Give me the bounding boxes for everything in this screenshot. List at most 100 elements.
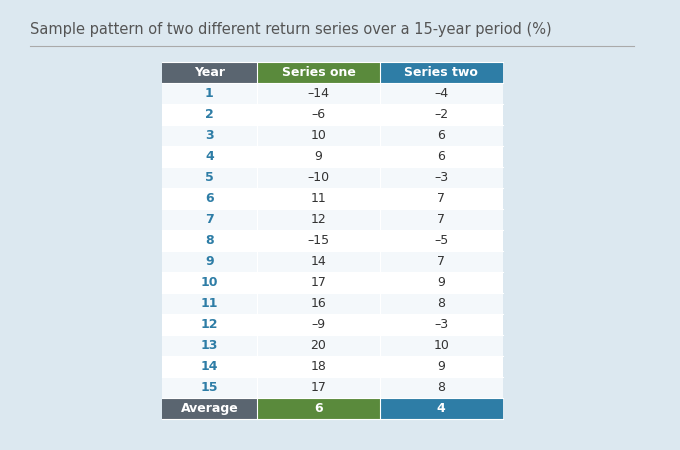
Bar [380,62,503,83]
Bar [257,104,380,125]
Text: 12: 12 [311,213,326,226]
Bar [162,230,257,251]
Text: 16: 16 [311,297,326,310]
Bar [380,146,503,167]
Text: –15: –15 [307,234,330,247]
Text: 9: 9 [437,276,445,289]
Text: 20: 20 [311,339,326,352]
Text: 1: 1 [205,87,214,99]
Bar [257,398,380,419]
Bar [162,335,257,356]
Text: 7: 7 [437,213,445,226]
Text: 12: 12 [201,318,218,331]
Bar [162,167,257,188]
Bar [380,356,503,377]
Text: –2: –2 [435,108,448,121]
Text: 10: 10 [433,339,449,352]
Bar [162,188,257,209]
Bar [380,335,503,356]
Text: 2: 2 [205,108,214,121]
Text: 7: 7 [205,213,214,226]
Bar [380,293,503,314]
Text: 8: 8 [437,297,445,310]
Text: –14: –14 [307,87,330,99]
Bar [380,188,503,209]
Text: 14: 14 [311,255,326,268]
Bar [380,272,503,293]
Bar [257,314,380,335]
Bar [380,251,503,272]
Text: –4: –4 [435,87,448,99]
Bar [257,356,380,377]
Bar [257,188,380,209]
Text: Series two: Series two [405,66,478,79]
Bar [162,356,257,377]
Text: 8: 8 [437,381,445,394]
Bar [257,251,380,272]
Bar [380,83,503,104]
Text: Series one: Series one [282,66,356,79]
Bar [162,314,257,335]
Text: 4: 4 [205,150,214,163]
Text: 7: 7 [437,192,445,205]
Bar [380,125,503,146]
Bar [162,146,257,167]
Bar [257,146,380,167]
Bar [257,272,380,293]
Text: 8: 8 [205,234,214,247]
Bar [380,314,503,335]
Bar [380,104,503,125]
Text: 13: 13 [201,339,218,352]
Bar [257,293,380,314]
Text: 9: 9 [437,360,445,373]
Text: 17: 17 [311,381,326,394]
Text: 18: 18 [311,360,326,373]
Text: –5: –5 [434,234,448,247]
Text: 6: 6 [437,129,445,142]
Text: Sample pattern of two different return series over a 15-year period (%): Sample pattern of two different return s… [31,22,552,37]
Bar [257,125,380,146]
Text: 11: 11 [201,297,218,310]
Text: 17: 17 [311,276,326,289]
Bar [162,251,257,272]
Bar [380,209,503,230]
Bar [257,335,380,356]
Text: 5: 5 [205,171,214,184]
Bar [162,104,257,125]
Text: 14: 14 [201,360,218,373]
Bar [380,398,503,419]
Bar [380,167,503,188]
Bar [257,209,380,230]
Bar [162,398,257,419]
Bar [162,377,257,398]
Text: 4: 4 [437,402,445,415]
Text: 6: 6 [205,192,214,205]
Text: –10: –10 [307,171,330,184]
Text: –3: –3 [435,318,448,331]
Text: Average: Average [180,402,238,415]
Text: 7: 7 [437,255,445,268]
Bar [257,62,380,83]
Bar [162,272,257,293]
Text: 3: 3 [205,129,214,142]
Text: –9: –9 [311,318,326,331]
Bar [162,209,257,230]
Bar [380,377,503,398]
Bar [162,125,257,146]
Bar [162,62,257,83]
Text: 10: 10 [201,276,218,289]
Text: –3: –3 [435,171,448,184]
Text: 15: 15 [201,381,218,394]
Text: 9: 9 [315,150,322,163]
Text: 6: 6 [314,402,323,415]
Bar [162,83,257,104]
Bar [257,83,380,104]
Text: 9: 9 [205,255,214,268]
Bar [162,293,257,314]
Text: 11: 11 [311,192,326,205]
Bar [257,167,380,188]
Text: Year: Year [194,66,225,79]
Text: 10: 10 [311,129,326,142]
Text: 6: 6 [437,150,445,163]
Bar [257,377,380,398]
